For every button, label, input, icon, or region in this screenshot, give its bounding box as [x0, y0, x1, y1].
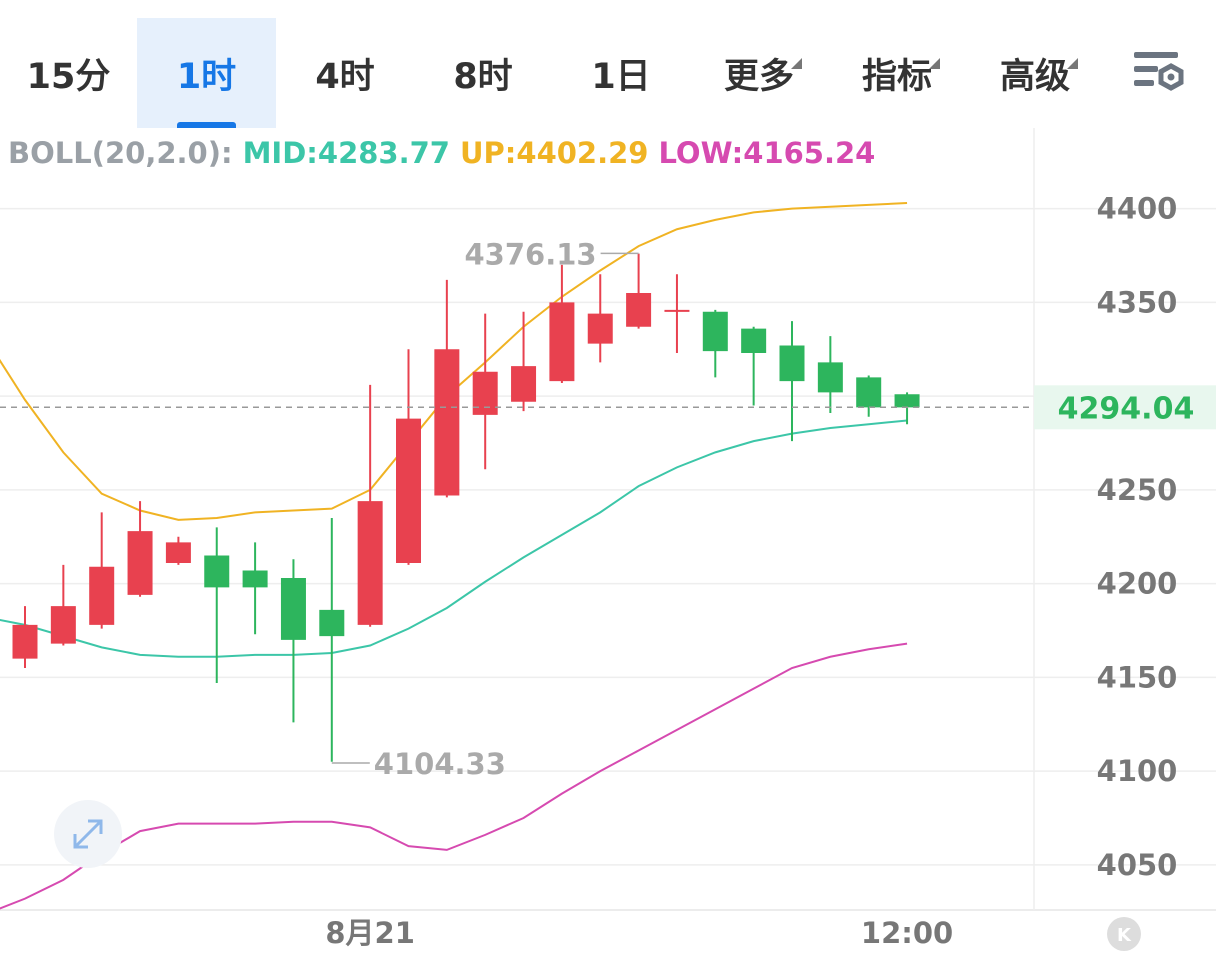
tab-label-wrap: 高级	[999, 48, 1078, 99]
candle-body	[50, 606, 76, 644]
y-tick-label: 4050	[1097, 848, 1178, 882]
dropdown-triangle-icon	[1067, 57, 1078, 69]
boll-low-value: LOW:4165.24	[658, 136, 876, 170]
candle-body	[511, 366, 537, 402]
tab-label-wrap: 更多	[723, 48, 802, 99]
y-tick-label: 4400	[1097, 192, 1178, 226]
active-tab-indicator	[177, 122, 236, 128]
tab-1day[interactable]: 1日	[552, 18, 690, 128]
tab-label: 1时	[176, 56, 237, 97]
x-tick-label: 12:00	[861, 916, 953, 950]
candle-body	[165, 542, 191, 563]
chart-settings-icon[interactable]	[1126, 44, 1190, 104]
x-tick-label: 8月21	[325, 916, 415, 950]
candle-body	[664, 309, 690, 312]
candle-body	[396, 418, 421, 563]
dropdown-triangle-icon	[791, 57, 802, 69]
candle-body	[357, 501, 383, 625]
max-price-label: 4376.13	[465, 237, 597, 271]
candle-body	[472, 371, 498, 415]
candle-body	[817, 362, 843, 393]
candle-body	[741, 328, 767, 353]
min-price-label: 4104.33	[374, 747, 506, 781]
candle-body	[549, 302, 575, 382]
tab-1hour[interactable]: 1时	[137, 18, 276, 128]
boll-lower-line	[0, 642, 908, 910]
boll-up-value: UP:4402.29	[459, 136, 649, 170]
tab-15min[interactable]: 15分	[0, 18, 137, 128]
boll-indicator-legend: BOLL(20,2.0): MID:4283.77 UP:4402.29 LOW:41…	[8, 136, 885, 170]
dropdown-triangle-icon	[929, 57, 940, 69]
tab-more[interactable]: 更多	[690, 18, 828, 128]
tab-label: 更多	[723, 56, 794, 97]
tab-label: 4时	[315, 56, 375, 97]
y-tick-label: 4350	[1097, 285, 1178, 319]
y-tick-label: 4100	[1097, 754, 1178, 788]
candle-body	[242, 570, 268, 588]
expand-chart-button[interactable]	[54, 800, 122, 868]
y-tick-label: 4250	[1097, 473, 1178, 507]
candle-body	[127, 531, 153, 595]
kline-toggle-letter: K	[1117, 925, 1132, 946]
candle-body	[894, 394, 920, 408]
tab-label: 指标	[861, 56, 932, 97]
tab-4hour[interactable]: 4时	[276, 18, 414, 128]
candle-body	[89, 566, 115, 625]
current-price-text: 4294.04	[1058, 391, 1195, 426]
tab-label: 1日	[591, 56, 651, 97]
boll-mid-value: MID:4283.77	[242, 136, 450, 170]
boll-middle-line	[0, 419, 908, 658]
tab-indicators[interactable]: 指标	[828, 18, 966, 128]
candle-body	[702, 311, 728, 352]
candlestick-chart[interactable]: 4050 4100 4150 4200 4250 4350 4400 8月21 12:00 437…	[0, 128, 1216, 966]
tab-advanced[interactable]: 高级	[966, 18, 1104, 128]
candle-body	[587, 313, 613, 344]
tab-label: 15分	[26, 56, 111, 97]
candle-body	[280, 578, 306, 640]
tab-8hour[interactable]: 8时	[414, 18, 552, 128]
candle-body	[626, 293, 652, 327]
kline-toggle-icon	[1107, 917, 1141, 951]
y-tick-label: 4150	[1097, 660, 1178, 694]
y-tick-label: 4200	[1097, 567, 1178, 601]
candle-body	[779, 345, 805, 382]
tab-label: 8时	[453, 56, 513, 97]
boll-name: BOLL(20,2.0):	[8, 136, 233, 170]
tab-label: 高级	[999, 56, 1070, 97]
candle-body	[12, 624, 38, 659]
candle-body	[434, 349, 460, 496]
candle-body	[856, 377, 882, 408]
candle-body	[319, 609, 345, 637]
current-price-badge	[1034, 385, 1216, 430]
tab-label-wrap: 指标	[861, 48, 940, 99]
timeframe-tab-bar: 15分 1时 4时 8时 1日 更多 指标 高级	[0, 0, 1216, 128]
candle-body	[204, 555, 230, 588]
bottom-toolbar-edge	[0, 966, 1216, 979]
expand-arrows-icon	[73, 819, 103, 849]
